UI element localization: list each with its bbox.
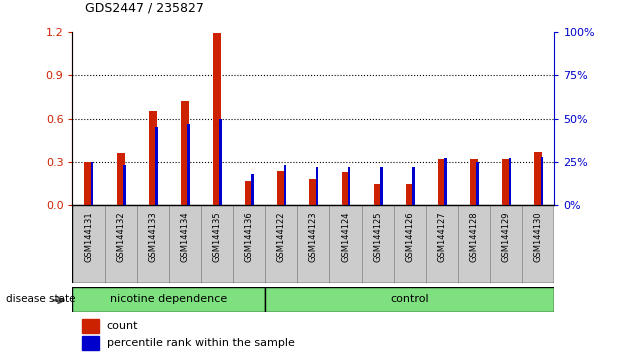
Bar <box>265 205 297 283</box>
Bar <box>72 287 265 312</box>
Bar <box>105 205 137 283</box>
Text: GDS2447 / 235827: GDS2447 / 235827 <box>85 1 204 14</box>
Bar <box>508 159 511 205</box>
Bar <box>534 152 542 205</box>
Bar <box>251 174 254 205</box>
Bar <box>470 159 478 205</box>
Bar <box>394 205 426 283</box>
Bar <box>84 162 93 205</box>
Text: nicotine dependence: nicotine dependence <box>110 294 227 304</box>
Bar <box>149 112 157 205</box>
Bar <box>329 205 362 283</box>
Bar <box>82 319 100 333</box>
Bar <box>297 205 329 283</box>
Bar <box>82 336 100 350</box>
Text: GSM144134: GSM144134 <box>180 212 190 262</box>
Bar <box>284 165 286 205</box>
Text: GSM144125: GSM144125 <box>373 212 382 262</box>
Text: GSM144133: GSM144133 <box>148 212 158 262</box>
Bar <box>380 167 382 205</box>
Bar <box>490 205 522 283</box>
Text: GSM144127: GSM144127 <box>437 212 447 262</box>
Bar <box>169 205 201 283</box>
Bar <box>426 205 458 283</box>
Text: GSM144124: GSM144124 <box>341 212 350 262</box>
Text: count: count <box>106 321 138 331</box>
Bar <box>265 287 554 312</box>
Bar <box>91 162 93 205</box>
Text: GSM144136: GSM144136 <box>244 212 254 262</box>
Bar <box>187 124 190 205</box>
Bar <box>277 171 285 205</box>
Bar <box>438 159 446 205</box>
Text: GSM144122: GSM144122 <box>277 212 286 262</box>
Bar <box>181 101 189 205</box>
Bar <box>502 159 510 205</box>
Bar <box>374 184 382 205</box>
Bar <box>219 119 222 205</box>
Bar <box>213 33 221 205</box>
Bar <box>316 167 318 205</box>
Bar <box>155 127 158 205</box>
Bar <box>233 205 265 283</box>
Text: disease state: disease state <box>6 294 76 304</box>
Bar <box>117 153 125 205</box>
Bar <box>476 162 479 205</box>
Text: GSM144123: GSM144123 <box>309 212 318 262</box>
Text: GSM144131: GSM144131 <box>84 212 93 262</box>
Text: percentile rank within the sample: percentile rank within the sample <box>106 338 295 348</box>
Text: GSM144132: GSM144132 <box>116 212 125 262</box>
Bar <box>406 184 414 205</box>
Bar <box>362 205 394 283</box>
Bar <box>137 205 169 283</box>
Text: GSM144126: GSM144126 <box>405 212 415 262</box>
Text: GSM144130: GSM144130 <box>534 212 543 262</box>
Bar <box>309 179 318 205</box>
Bar <box>72 205 105 283</box>
Bar <box>541 157 543 205</box>
Text: GSM144135: GSM144135 <box>212 212 222 262</box>
Bar <box>444 159 447 205</box>
Bar <box>341 172 350 205</box>
Bar <box>123 165 125 205</box>
Text: GSM144129: GSM144129 <box>501 212 511 262</box>
Bar <box>458 205 490 283</box>
Bar <box>348 167 350 205</box>
Text: GSM144128: GSM144128 <box>469 212 479 262</box>
Bar <box>522 205 554 283</box>
Bar <box>412 167 415 205</box>
Bar <box>201 205 233 283</box>
Text: control: control <box>391 294 429 304</box>
Bar <box>245 181 253 205</box>
